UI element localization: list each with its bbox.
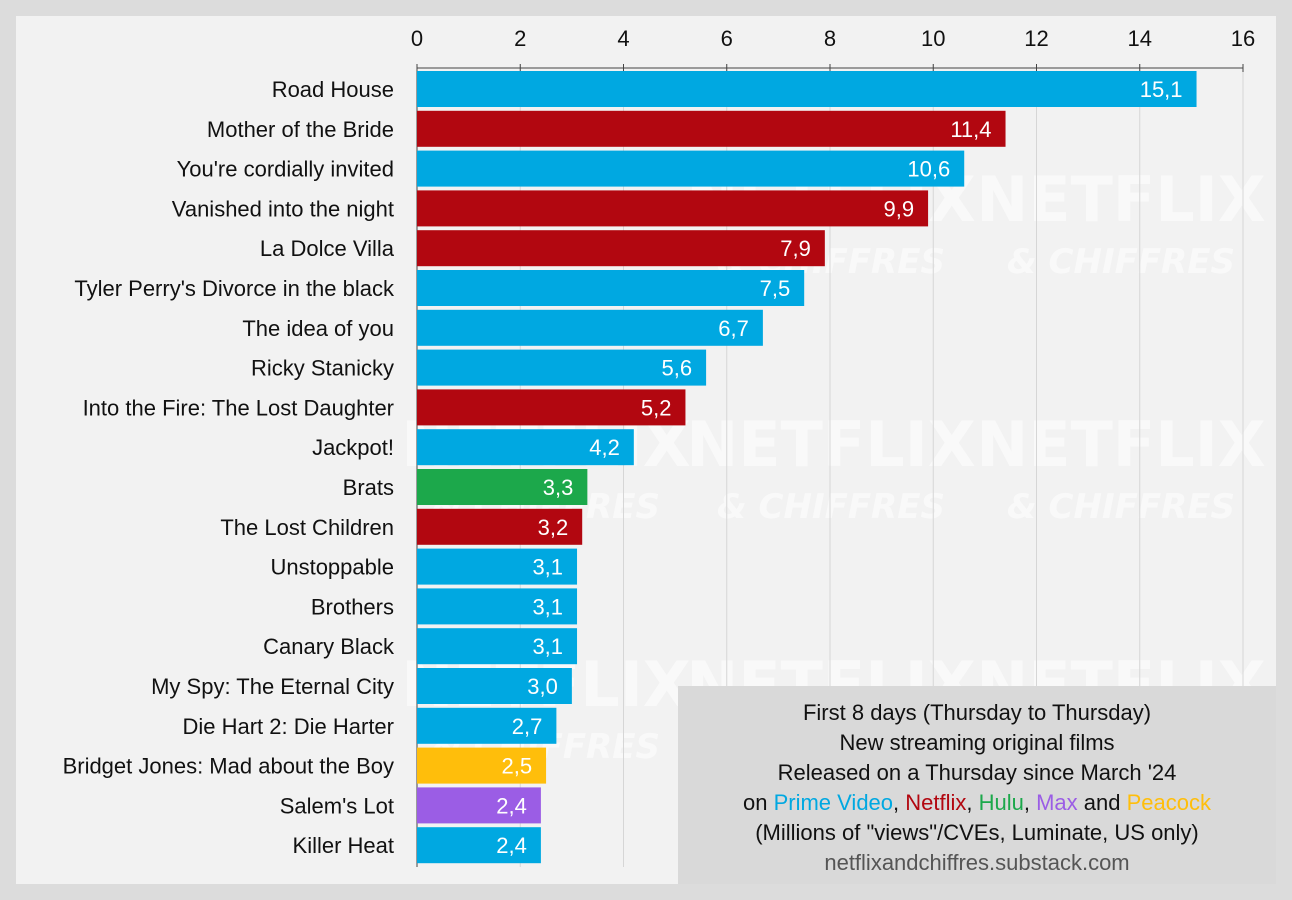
data-label: 7,5 — [760, 276, 791, 301]
category-label: The idea of you — [242, 316, 394, 341]
chart-panel: NETFLIX & CHIFFRES NETFLIX & CHIFFRES NETFLI… — [16, 16, 1276, 884]
legend-hulu: Hulu — [978, 790, 1024, 815]
bars-group — [417, 71, 1197, 864]
data-label: 3,1 — [532, 634, 563, 659]
bar — [417, 707, 557, 744]
data-label: 5,2 — [641, 395, 672, 420]
data-label: 3,1 — [532, 594, 563, 619]
data-label: 5,6 — [662, 356, 693, 381]
x-tick-label: 10 — [921, 26, 945, 51]
category-label: Killer Heat — [293, 833, 394, 858]
data-label: 2,5 — [501, 754, 532, 779]
category-labels: Road House Mother of the Bride You're cord… — [63, 77, 395, 858]
caption-line-2: New streaming original films — [839, 730, 1115, 755]
bar — [417, 588, 578, 625]
caption-line-5: (Millions of "views"/CVEs, Luminate, US … — [755, 820, 1199, 845]
data-label: 10,6 — [907, 157, 950, 182]
category-label: My Spy: The Eternal City — [151, 674, 394, 699]
bar — [417, 270, 805, 306]
legend-sep-2: , — [966, 790, 979, 815]
category-label: Jackpot! — [312, 435, 394, 460]
bar — [417, 150, 965, 187]
bar — [417, 230, 825, 267]
bar — [417, 110, 1006, 147]
watermark-logo-subtext: & CHIFFRES — [1007, 242, 1235, 282]
x-tick-label: 0 — [411, 26, 423, 51]
category-label: La Dolce Villa — [260, 236, 395, 261]
data-label: 2,7 — [512, 714, 543, 739]
data-label: 3,1 — [532, 555, 563, 580]
legend-netflix: Netflix — [905, 790, 967, 815]
category-label: The Lost Children — [220, 515, 394, 540]
category-label: Tyler Perry's Divorce in the black — [74, 276, 395, 301]
bar — [417, 747, 547, 784]
chart-caption: First 8 days (Thursday to Thursday) New … — [678, 686, 1276, 884]
data-label: 15,1 — [1140, 77, 1183, 102]
bar — [417, 508, 583, 545]
legend-sep-1: , — [893, 790, 906, 815]
category-label: Salem's Lot — [280, 793, 394, 818]
x-tick-label: 14 — [1128, 26, 1152, 51]
category-label: Brothers — [311, 594, 394, 619]
category-label: Into the Fire: The Lost Daughter — [83, 395, 394, 420]
source-url: netflixandchiffres.substack.com — [824, 850, 1130, 875]
category-label: Ricky Stanicky — [251, 356, 394, 381]
data-label: 2,4 — [496, 793, 527, 818]
value-labels: 15,1 11,410,6 9,9 7,9 7,5 6,7 5,6 5,2 4,2 3,3 3,2 3… — [496, 77, 1182, 858]
category-label: Canary Black — [263, 634, 395, 659]
data-label: 11,4 — [950, 117, 991, 142]
category-label: Die Hart 2: Die Harter — [182, 714, 394, 739]
category-label: Brats — [343, 475, 394, 500]
data-label: 9,9 — [883, 196, 914, 221]
category-label: Unstoppable — [270, 555, 394, 580]
data-label: 4,2 — [589, 435, 620, 460]
data-label: 7,9 — [780, 236, 811, 261]
legend-prime-video: Prime Video — [773, 790, 894, 815]
caption-line-3: Released on a Thursday since March '24 — [777, 760, 1177, 785]
legend-sep-3: , — [1023, 790, 1037, 815]
bar — [417, 71, 1197, 107]
caption-line-1: First 8 days (Thursday to Thursday) — [802, 700, 1152, 725]
watermark-logo-text: NETFLIX — [686, 408, 975, 481]
bar — [417, 787, 541, 824]
category-label: Vanished into the night — [172, 196, 394, 221]
legend-sep-4: and — [1077, 790, 1127, 815]
bar — [417, 309, 763, 346]
x-tick-label: 6 — [721, 26, 733, 51]
legend-max: Max — [1036, 790, 1078, 815]
caption-line-4: on Prime Video, Netflix, Hulu, Max and P… — [678, 788, 1276, 818]
x-tick-label: 2 — [514, 26, 526, 51]
x-tick-label: 16 — [1231, 26, 1255, 51]
bar — [417, 469, 588, 505]
watermark-logo-subtext: & CHIFFRES — [717, 487, 945, 527]
x-tick-label: 8 — [824, 26, 836, 51]
data-label: 3,3 — [543, 475, 574, 500]
watermark-logo-text: NETFLIX — [976, 408, 1265, 481]
data-label: 2,4 — [496, 833, 527, 858]
category-label: Road House — [272, 77, 394, 102]
bar — [417, 827, 541, 864]
x-tick-label: 4 — [617, 26, 629, 51]
watermark-logo-text: NETFLIX — [976, 163, 1265, 236]
data-label: 3,0 — [527, 674, 558, 699]
category-label: Mother of the Bride — [207, 117, 394, 142]
bar — [417, 548, 578, 585]
data-label: 6,7 — [718, 316, 749, 341]
bar — [417, 190, 929, 227]
x-tick-label: 12 — [1024, 26, 1048, 51]
watermark-logo-subtext: & CHIFFRES — [1007, 487, 1235, 527]
bar — [417, 349, 707, 386]
data-label: 3,2 — [538, 515, 569, 540]
category-label: You're cordially invited — [177, 157, 394, 182]
category-label: Bridget Jones: Mad about the Boy — [63, 754, 394, 779]
bar — [417, 389, 686, 426]
legend-peacock: Peacock — [1126, 790, 1211, 815]
bar-chart: NETFLIX & CHIFFRES NETFLIX & CHIFFRES NETFLI… — [63, 26, 1266, 867]
x-axis-ticks: 0 2 4 6 8 10 12 14 16 — [411, 26, 1255, 51]
bar — [417, 668, 572, 704]
bar — [417, 628, 578, 665]
bar — [417, 429, 634, 466]
caption-prefix: on — [743, 790, 774, 815]
